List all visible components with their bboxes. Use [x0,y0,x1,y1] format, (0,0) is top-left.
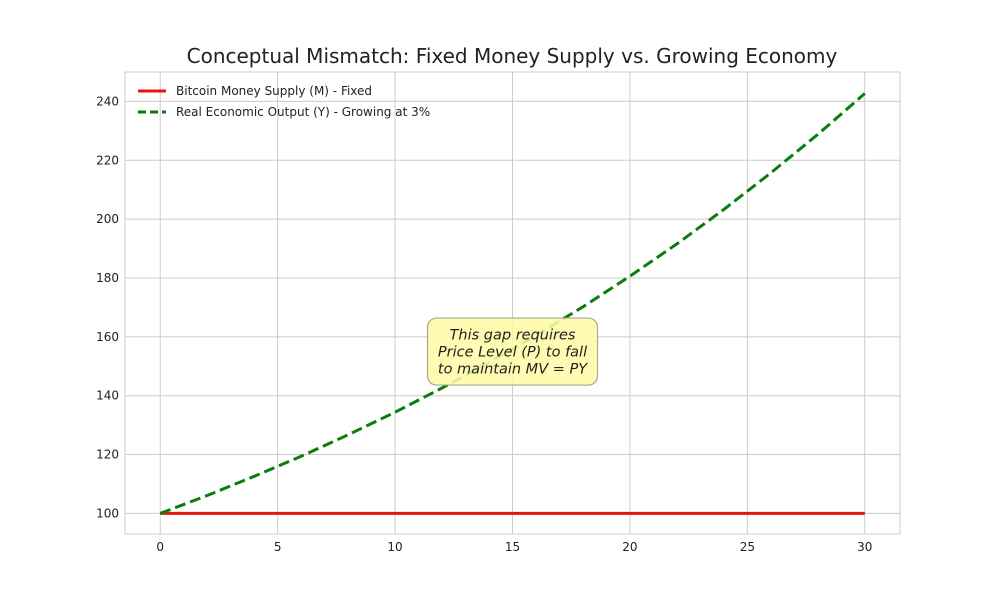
x-tick-label: 15 [505,540,520,554]
annotation-text-line: Price Level (P) to fall [438,345,587,361]
y-tick-label: 160 [96,330,119,344]
x-tick-label: 0 [156,540,164,554]
y-tick-label: 120 [96,448,119,462]
annotation-text-line: to maintain MV = PY [438,362,588,378]
x-tick-label: 5 [274,540,282,554]
annotation-box [426,317,599,386]
legend: Bitcoin Money Supply (M) - Fixed Real Eco… [138,84,430,119]
x-axis-ticks: 0 5 10 15 20 25 30 [156,540,872,554]
y-tick-label: 100 [96,506,119,520]
y-tick-label: 180 [96,271,119,285]
x-tick-label: 20 [622,540,637,554]
x-tick-label: 10 [387,540,402,554]
y-tick-label: 240 [96,94,119,108]
y-tick-label: 140 [96,389,119,403]
legend-label-1: Bitcoin Money Supply (M) - Fixed [176,84,372,98]
x-tick-label: 30 [857,540,872,554]
plot-frame [124,71,901,535]
annotation-text-line: This gap requires [450,328,576,344]
chart-title: Conceptual Mismatch: Fixed Money Supply … [187,44,838,68]
y-tick-label: 220 [96,153,119,167]
y-axis-ticks: 100 120 140 160 180 200 220 240 [96,94,119,520]
legend-label-2: Real Economic Output (Y) - Growing at 3% [176,105,430,119]
x-tick-label: 25 [740,540,755,554]
y-tick-label: 200 [96,212,119,226]
